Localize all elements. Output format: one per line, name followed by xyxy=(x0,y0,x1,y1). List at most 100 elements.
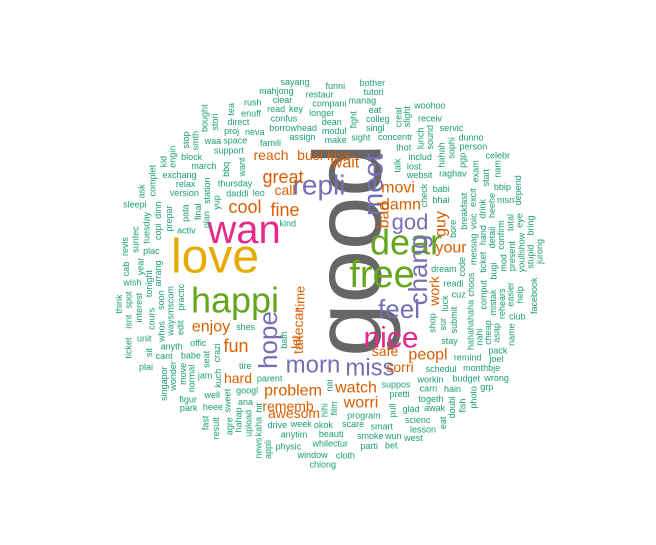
cloud-word: free xyxy=(349,254,414,296)
cloud-word: beauti xyxy=(319,429,344,439)
cloud-word: enjoy xyxy=(192,319,230,336)
cloud-word: includ xyxy=(408,152,432,162)
cloud-word: ticket xyxy=(478,251,488,273)
cloud-word: lesson xyxy=(410,424,436,434)
cloud-word: upload xyxy=(243,410,253,437)
cloud-word: club xyxy=(509,312,526,322)
cloud-word: neva xyxy=(245,127,265,137)
cloud-word: want xyxy=(237,157,247,178)
cloud-word: stay xyxy=(441,336,458,346)
cloud-word: detail xyxy=(487,227,497,249)
cloud-word: celebr xyxy=(486,151,511,161)
cloud-word: plan xyxy=(202,211,212,228)
cloud-word: dean xyxy=(322,117,342,127)
cloud-word: unit xyxy=(137,333,152,343)
cloud-word: name xyxy=(507,323,517,346)
cloud-word: cant xyxy=(156,351,174,361)
cloud-word: jam xyxy=(197,370,213,380)
cloud-word: grp xyxy=(480,382,493,392)
cloud-word: workin xyxy=(417,374,444,384)
cloud-word: excit xyxy=(468,188,478,207)
cloud-word: sleepi xyxy=(123,200,147,210)
cloud-word: morn xyxy=(286,352,341,379)
cloud-word: final xyxy=(193,203,203,220)
cloud-word: complet xyxy=(148,164,158,196)
cloud-word: singl xyxy=(366,123,385,133)
cloud-word: ana xyxy=(238,397,253,407)
cloud-word: cab xyxy=(121,262,131,277)
cloud-word: compani xyxy=(312,98,346,108)
cloud-word: daddi xyxy=(226,188,248,198)
cloud-word: anytim xyxy=(281,429,308,439)
cloud-word: pull xyxy=(388,403,398,417)
cloud-word: miss xyxy=(345,355,394,382)
cloud-word: program xyxy=(347,411,381,421)
cloud-word: choos xyxy=(466,272,476,297)
cloud-word: problem xyxy=(264,383,322,400)
cloud-word: readi xyxy=(443,278,463,288)
cloud-word: plac xyxy=(143,246,160,256)
cloud-word: prepar xyxy=(164,205,174,231)
cloud-word: depend xyxy=(513,175,523,205)
cloud-word: agre xyxy=(224,417,234,435)
cloud-word: fight xyxy=(348,111,358,129)
cloud-word: damn xyxy=(381,197,421,214)
cloud-word: pata xyxy=(181,204,191,222)
cloud-word: reach xyxy=(253,147,288,163)
cloud-word: scare xyxy=(342,419,364,429)
cloud-word: googl xyxy=(236,385,258,395)
cloud-word: move xyxy=(178,363,188,385)
cloud-word: carri xyxy=(420,384,438,394)
cloud-word: total xyxy=(505,214,515,231)
cloud-word: thursday xyxy=(218,179,253,189)
cloud-word: relax xyxy=(176,179,196,189)
cloud-word: sweet xyxy=(223,388,233,412)
cloud-word: work xyxy=(426,275,442,307)
cloud-word: key xyxy=(289,104,304,114)
cloud-word: photo xyxy=(469,386,479,409)
cloud-word: schedul xyxy=(426,364,457,374)
cloud-word: smoke xyxy=(357,431,384,441)
cloud-word: longer xyxy=(309,108,334,118)
cloud-word: bother xyxy=(360,78,386,88)
cloud-word: nai xyxy=(325,380,335,392)
cloud-word: singapor xyxy=(159,366,169,401)
cloud-word: proj xyxy=(224,126,239,136)
cloud-word: submit xyxy=(449,306,459,333)
cloud-word: concentr xyxy=(378,132,413,142)
cloud-word: bet xyxy=(385,441,398,451)
cloud-word: mistak xyxy=(488,289,498,316)
cloud-word: tuesday xyxy=(141,212,151,244)
cloud-word: wonder xyxy=(168,361,178,392)
cloud-word: appli xyxy=(263,440,273,459)
cloud-word: sophi xyxy=(446,137,456,159)
cloud-word: meet xyxy=(358,154,389,216)
cloud-word: fish xyxy=(458,399,468,413)
cloud-word: rememb xyxy=(262,398,314,414)
cloud-word: offic xyxy=(190,338,207,348)
cloud-word: breakfast xyxy=(459,192,469,230)
cloud-word: babe xyxy=(181,350,201,360)
cloud-word: confirm xyxy=(496,220,506,250)
cloud-word: dunno xyxy=(459,133,484,143)
cloud-word: spot xyxy=(123,291,133,309)
cloud-word: anyth xyxy=(161,341,183,351)
cloud-word: eye xyxy=(515,213,525,228)
cloud-word: march xyxy=(191,161,216,171)
cloud-word: engin xyxy=(167,146,177,168)
cloud-word: messag xyxy=(469,234,479,266)
cloud-word: tea xyxy=(226,103,236,116)
cloud-word: mod xyxy=(498,254,508,272)
cloud-word: thot xyxy=(396,143,412,153)
cloud-word: smth xyxy=(190,131,200,151)
cloud-word: arrang xyxy=(153,260,163,286)
cloud-word: safe xyxy=(372,343,399,359)
cloud-word: practic xyxy=(176,283,186,310)
cloud-word: repli xyxy=(293,170,346,201)
cloud-word: heehe xyxy=(487,193,497,218)
cloud-word: figur xyxy=(179,394,197,404)
cloud-word: cheap xyxy=(483,320,493,345)
cloud-word: activ xyxy=(177,226,196,236)
cloud-word: exam xyxy=(471,160,481,182)
cloud-word: drink xyxy=(478,199,488,219)
